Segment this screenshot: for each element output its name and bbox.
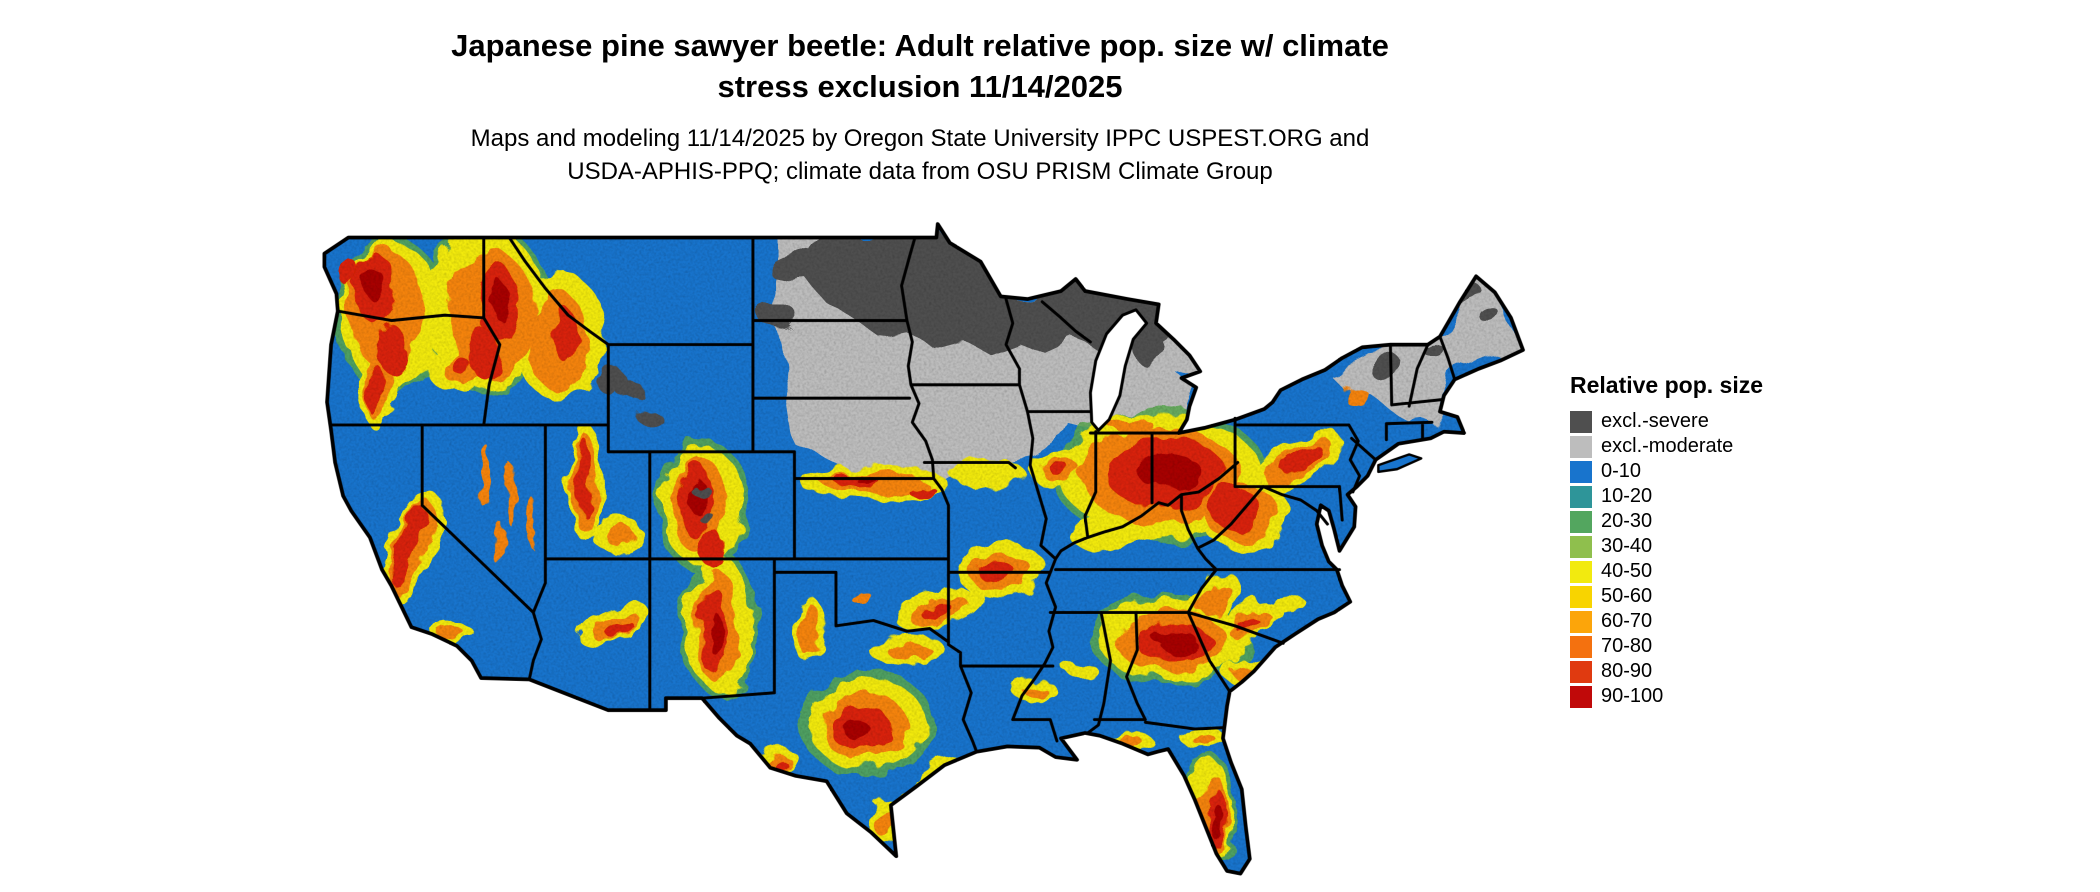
legend-item-30-40: 30-40 — [1570, 534, 1870, 559]
legend-label: 90-100 — [1601, 685, 1664, 707]
legend-label: excl.-severe — [1601, 410, 1709, 432]
page-title-line1: Japanese pine sawyer beetle: Adult relat… — [451, 28, 1389, 63]
us-population-map — [311, 208, 1527, 887]
page-subtitle: Maps and modeling 11/14/2025 by Oregon S… — [300, 122, 1540, 188]
legend-swatch — [1570, 610, 1592, 633]
legend-item-90-100: 90-100 — [1570, 684, 1870, 709]
legend-item-excl-severe: excl.-severe — [1570, 409, 1870, 434]
page-subtitle-line2: USDA-APHIS-PPQ; climate data from OSU PR… — [567, 158, 1273, 185]
legend-swatch — [1570, 535, 1592, 558]
legend-label: 30-40 — [1601, 535, 1653, 557]
us-map-svg — [322, 222, 1525, 876]
legend-swatch — [1570, 585, 1592, 608]
legend-label: excl.-moderate — [1601, 435, 1734, 457]
legend-swatch — [1570, 660, 1592, 683]
legend-item-10-20: 10-20 — [1570, 484, 1870, 509]
legend-label: 10-20 — [1601, 485, 1653, 507]
legend-swatch — [1570, 635, 1592, 658]
page-title: Japanese pine sawyer beetle: Adult relat… — [300, 25, 1540, 107]
legend-label: 80-90 — [1601, 660, 1653, 682]
legend-item-50-60: 50-60 — [1570, 584, 1870, 609]
legend-label: 60-70 — [1601, 610, 1653, 632]
legend-item-40-50: 40-50 — [1570, 559, 1870, 584]
legend-label: 20-30 — [1601, 510, 1653, 532]
legend-swatch — [1570, 510, 1592, 533]
legend-item-60-70: 60-70 — [1570, 609, 1870, 634]
legend-item-0-10: 0-10 — [1570, 459, 1870, 484]
legend-label: 50-60 — [1601, 585, 1653, 607]
page-title-line2: stress exclusion 11/14/2025 — [717, 69, 1123, 104]
legend-item-80-90: 80-90 — [1570, 659, 1870, 684]
page-subtitle-line1: Maps and modeling 11/14/2025 by Oregon S… — [470, 125, 1370, 152]
legend-item-20-30: 20-30 — [1570, 509, 1870, 534]
legend-swatch — [1570, 485, 1592, 508]
legend-swatch — [1570, 560, 1592, 583]
lake-michigan — [1088, 308, 1149, 432]
legend-swatch — [1570, 460, 1592, 483]
legend-label: 0-10 — [1601, 460, 1642, 482]
map-legend: Relative pop. size excl.-severe excl.-mo… — [1570, 372, 1870, 709]
long-island — [1377, 453, 1423, 474]
state-borders — [329, 236, 1457, 754]
legend-label: 40-50 — [1601, 560, 1653, 582]
legend-swatch — [1570, 435, 1592, 458]
legend-title: Relative pop. size — [1570, 372, 1764, 398]
legend-label: 70-80 — [1601, 635, 1653, 657]
legend-item-excl-moderate: excl.-moderate — [1570, 434, 1870, 459]
legend-swatch — [1570, 410, 1592, 433]
us-outline — [322, 222, 1525, 876]
legend-swatch — [1570, 685, 1592, 708]
legend-item-70-80: 70-80 — [1570, 634, 1870, 659]
